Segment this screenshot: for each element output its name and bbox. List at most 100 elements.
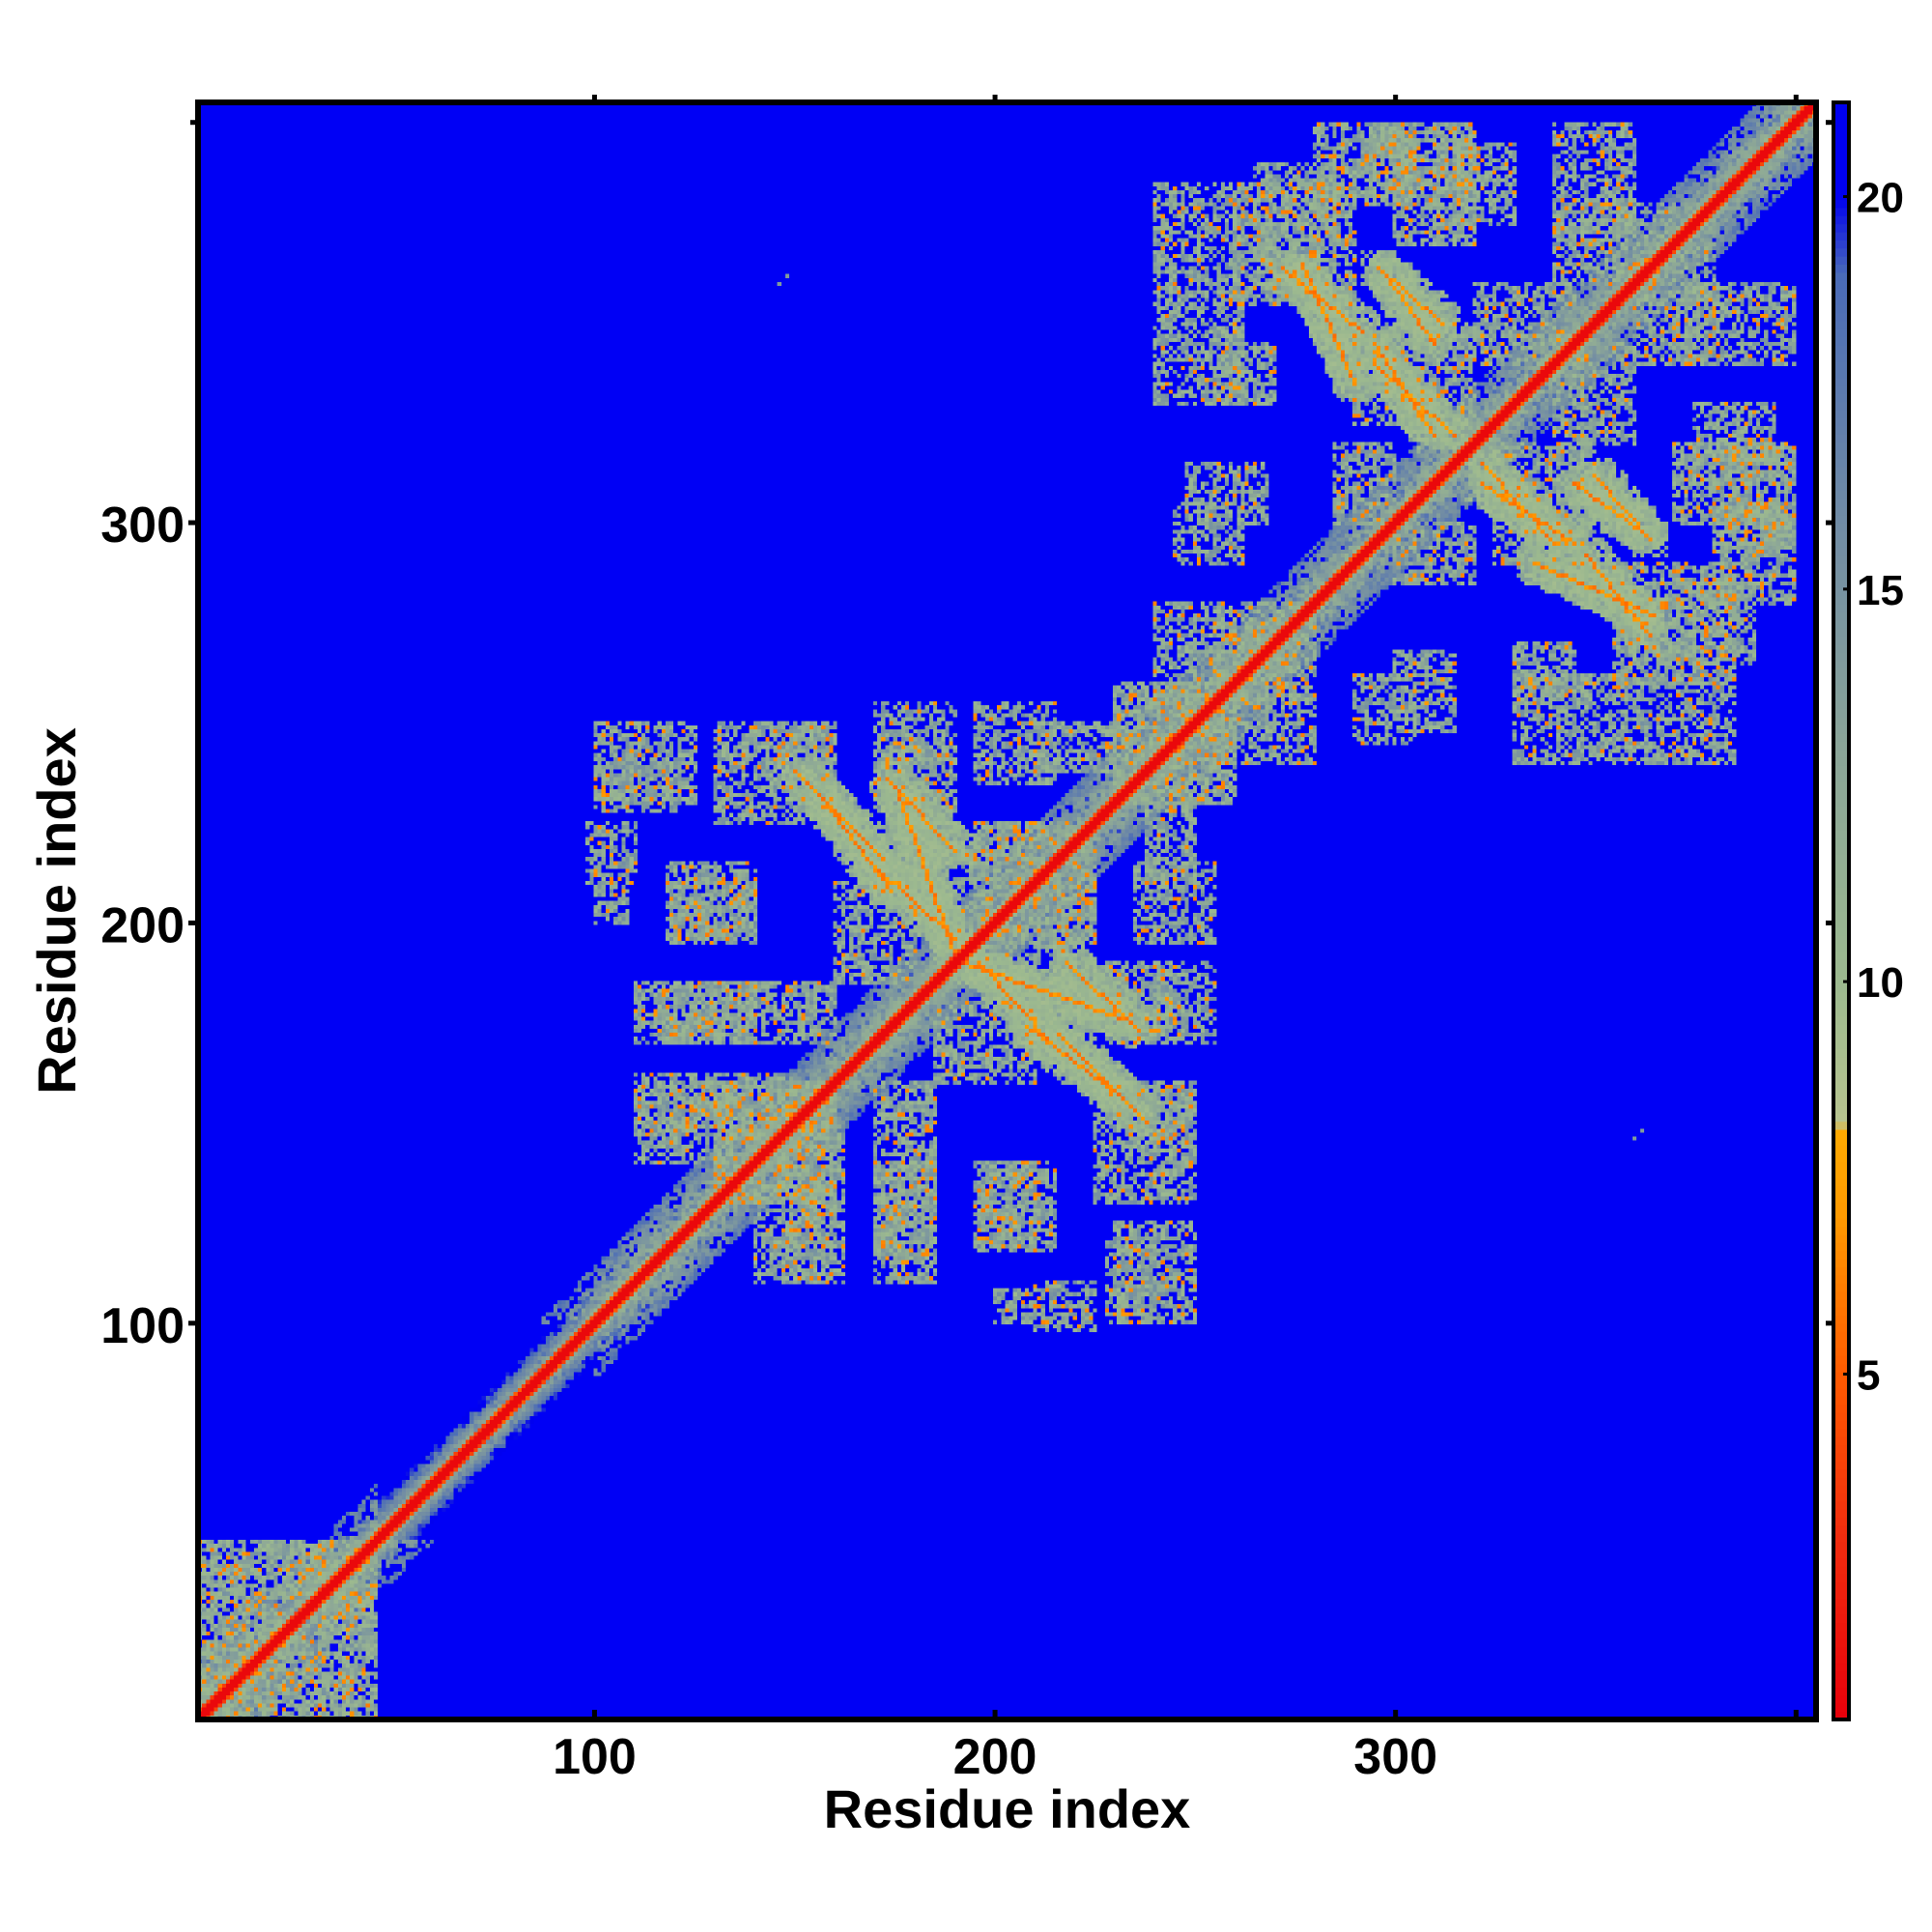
colorbar-segment xyxy=(1833,1525,1849,1535)
colorbar-segment xyxy=(1833,1266,1849,1276)
colorbar-segment xyxy=(1833,1411,1849,1421)
colorbar-segment xyxy=(1833,345,1849,355)
colorbar-segment xyxy=(1833,1032,1849,1041)
colorbar-segment xyxy=(1833,1209,1849,1219)
colorbar-segment xyxy=(1833,935,1849,945)
colorbar-segment xyxy=(1833,1655,1849,1664)
colorbar-segment xyxy=(1833,175,1849,185)
colorbar-segment xyxy=(1833,1638,1849,1648)
y-tick-label: 200 xyxy=(100,897,185,953)
colorbar-tick-label: 5 xyxy=(1857,1351,1880,1399)
colorbar-segment xyxy=(1833,1226,1849,1236)
colorbar-segment xyxy=(1833,142,1849,152)
colorbar-segment xyxy=(1833,943,1849,952)
y-axis-label: Residue index xyxy=(26,727,87,1094)
colorbar-segment xyxy=(1833,231,1849,241)
colorbar-segment xyxy=(1833,595,1849,605)
colorbar-segment xyxy=(1833,821,1849,831)
colorbar-segment xyxy=(1833,1420,1849,1430)
colorbar-segment xyxy=(1833,158,1849,168)
colorbar-segment xyxy=(1833,425,1849,435)
colorbar-segment xyxy=(1833,611,1849,621)
x-axis-label: Residue index xyxy=(824,1778,1191,1839)
colorbar: 5 10 15 20 xyxy=(1832,100,1904,1721)
y-tick-label: 300 xyxy=(100,497,185,554)
x-tick-label: 200 xyxy=(953,1729,1037,1785)
colorbar-segment xyxy=(1833,401,1849,411)
colorbar-segment xyxy=(1833,1468,1849,1478)
colorbar-segment xyxy=(1833,846,1849,856)
colorbar-segment xyxy=(1833,983,1849,993)
colorbar-segment xyxy=(1833,514,1849,524)
colorbar-segment xyxy=(1833,1015,1849,1025)
colorbar-segment xyxy=(1833,1533,1849,1543)
heatmap xyxy=(198,102,1816,1719)
colorbar-segment xyxy=(1833,789,1849,799)
colorbar-segment xyxy=(1833,756,1849,766)
colorbar-segment xyxy=(1833,353,1849,362)
colorbar-segment xyxy=(1833,1089,1849,1098)
colorbar-segment xyxy=(1833,328,1849,338)
colorbar-segment xyxy=(1833,1541,1849,1550)
colorbar-segment xyxy=(1833,1056,1849,1065)
colorbar-segment xyxy=(1833,732,1849,742)
colorbar-segment xyxy=(1833,215,1849,225)
colorbar-segment xyxy=(1833,1291,1849,1300)
colorbar-segment xyxy=(1833,1339,1849,1349)
colorbar-segment xyxy=(1833,554,1849,564)
colorbar-segment xyxy=(1833,1630,1849,1639)
colorbar-segment xyxy=(1833,393,1849,403)
colorbar-segment xyxy=(1833,458,1849,468)
colorbar-segment xyxy=(1833,1048,1849,1058)
colorbar-segment xyxy=(1833,1298,1849,1308)
colorbar-segment xyxy=(1833,1242,1849,1252)
colorbar-segment xyxy=(1833,1501,1849,1510)
colorbar-segment xyxy=(1833,523,1849,532)
colorbar-segment xyxy=(1833,1096,1849,1106)
colorbar-segment xyxy=(1833,466,1849,475)
colorbar-segment xyxy=(1833,271,1849,281)
colorbar-segment xyxy=(1833,684,1849,694)
colorbar-segment xyxy=(1833,1169,1849,1179)
colorbar-segment xyxy=(1833,619,1849,629)
colorbar-segment xyxy=(1833,1137,1849,1147)
colorbar-segment xyxy=(1833,1476,1849,1486)
colorbar-segment xyxy=(1833,506,1849,516)
colorbar-segment xyxy=(1833,773,1849,782)
colorbar-segment xyxy=(1833,926,1849,936)
colorbar-segment xyxy=(1833,1355,1849,1365)
colorbar-segment xyxy=(1833,1605,1849,1615)
colorbar-segment xyxy=(1833,1574,1849,1583)
colorbar-segment xyxy=(1833,1598,1849,1607)
colorbar-segment xyxy=(1833,1622,1849,1632)
colorbar-segment xyxy=(1833,676,1849,686)
colorbar-segment xyxy=(1833,264,1849,273)
colorbar-segment xyxy=(1833,708,1849,718)
colorbar-segment xyxy=(1833,643,1849,653)
heatmap-image xyxy=(198,102,1816,1719)
colorbar-segment xyxy=(1833,1072,1849,1082)
colorbar-segment xyxy=(1833,1080,1849,1090)
colorbar-segment xyxy=(1833,668,1849,677)
colorbar-segment xyxy=(1833,384,1849,394)
colorbar-segment xyxy=(1833,191,1849,201)
colorbar-segment xyxy=(1833,1549,1849,1559)
colorbar-segment xyxy=(1833,1024,1849,1034)
colorbar-segment xyxy=(1833,959,1849,969)
colorbar-segment xyxy=(1833,660,1849,669)
colorbar-segment xyxy=(1833,1509,1849,1519)
colorbar-segment xyxy=(1833,1436,1849,1446)
colorbar-segment xyxy=(1833,1670,1849,1680)
colorbar-segment xyxy=(1833,336,1849,346)
colorbar-segment xyxy=(1833,1452,1849,1462)
colorbar-segment xyxy=(1833,579,1849,588)
colorbar-segment xyxy=(1833,749,1849,758)
y-tick-label: 100 xyxy=(100,1298,185,1354)
colorbar-segment xyxy=(1833,765,1849,775)
colorbar-segment xyxy=(1833,571,1849,581)
colorbar-segment xyxy=(1833,862,1849,871)
colorbar-segment xyxy=(1833,781,1849,791)
colorbar-segment xyxy=(1833,1404,1849,1413)
colorbar-segment xyxy=(1833,991,1849,1001)
colorbar-segment xyxy=(1833,127,1849,136)
